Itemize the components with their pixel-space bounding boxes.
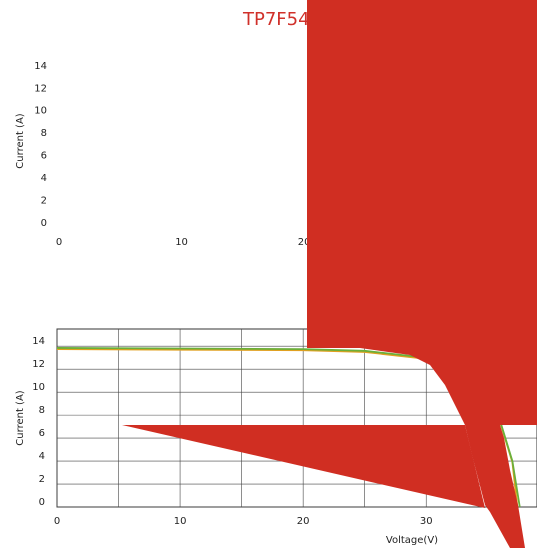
y-tick-label: 6 — [39, 428, 45, 439]
y-tick-label: 10 — [34, 106, 47, 117]
red-wedge — [122, 425, 485, 508]
x-tick-label: 30 — [420, 516, 433, 527]
y-axis-label: Current (A) — [15, 113, 26, 168]
x-tick-label: 10 — [174, 516, 187, 527]
x-tick-label: 0 — [56, 237, 62, 248]
y-tick-label: 8 — [41, 128, 47, 139]
y-tick-label: 14 — [34, 61, 47, 72]
y-tick-label: 4 — [39, 451, 45, 462]
y-tick-label: 6 — [41, 151, 47, 162]
y-tick-label: 12 — [32, 359, 45, 370]
y-tick-label: 0 — [41, 218, 47, 229]
overlay — [122, 0, 537, 548]
x-tick-label: 10 — [175, 237, 188, 248]
red-overlay — [307, 0, 537, 548]
y-tick-label: 0 — [39, 497, 45, 508]
y-tick-label: 4 — [41, 173, 47, 184]
x-tick-label: 0 — [54, 516, 60, 527]
y-tick-label: 10 — [32, 382, 45, 393]
chart-title: TP7F54 — [242, 9, 310, 30]
y-tick-label: 8 — [39, 405, 45, 416]
y-axis-label: Current (A) — [15, 390, 26, 445]
y-tick-label: 14 — [32, 336, 45, 347]
y-tick-label: 12 — [34, 83, 47, 94]
y-tick-label: 2 — [39, 474, 45, 485]
x-tick-label: 20 — [297, 516, 310, 527]
x-tick-label: 20 — [298, 237, 311, 248]
y-tick-label: 2 — [41, 196, 47, 207]
x-axis-label: Voltage(V) — [386, 535, 438, 546]
